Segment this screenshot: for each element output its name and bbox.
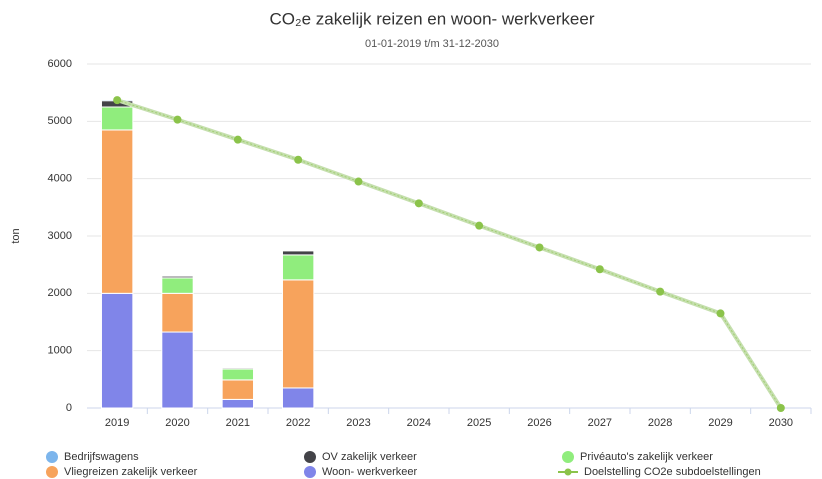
target-point [535,243,544,252]
x-tick-label: 2026 [527,417,551,429]
bar-segment [221,398,255,409]
y-tick-label: 0 [66,402,72,414]
chart-subtitle: 01-01-2019 t/m 31-12-2030 [365,38,499,50]
x-tick-label: 2023 [346,417,370,429]
y-tick-label: 3000 [48,230,72,242]
legend-marker [562,451,574,463]
legend-marker [304,451,316,463]
legend-label: Vliegreizen zakelijk verkeer [64,466,198,478]
target-point [716,309,725,318]
x-tick-label: 2030 [769,417,793,429]
y-tick-label: 1000 [48,345,72,357]
x-tick-label: 2024 [407,417,431,429]
target-point [656,287,665,296]
bar-segment [100,106,134,131]
x-tick-label: 2021 [226,417,250,429]
x-tick-label: 2025 [467,417,491,429]
target-point [294,155,303,164]
bar-segment [221,367,255,370]
bar-segment [161,292,194,333]
legend-label: OV zakelijk verkeer [322,451,417,463]
bar-segment [281,250,315,256]
legend-label: Doelstelling CO2e subdoelstellingen [584,466,761,478]
y-tick-label: 5000 [48,115,72,127]
y-axis-label: ton [10,228,22,243]
bar-segment [281,279,315,389]
x-tick-label: 2022 [286,417,310,429]
bar-segment [100,129,134,294]
y-tick-label: 4000 [48,173,72,185]
bar-segment [221,368,255,381]
target-point [776,404,785,412]
y-tick-label: 2000 [48,287,72,299]
bar-segment [281,254,315,281]
target-point [173,115,182,124]
target-point [595,265,604,274]
legend-marker [46,451,58,463]
target-point [233,135,242,144]
target-point [354,177,363,186]
x-tick-label: 2029 [708,417,732,429]
bar-segment [281,387,315,409]
bar-segment [161,331,194,409]
target-line-core [117,99,782,409]
legend-label: Bedrijfswagens [64,451,139,463]
bar-segment [161,275,194,279]
target-point [475,221,484,230]
legend-marker [46,466,58,478]
target-point [414,199,423,208]
bar-segment [221,379,255,400]
bar-segment [161,277,194,294]
bar-segment [100,292,134,409]
y-tick-label: 6000 [48,58,72,70]
legend-marker [304,466,316,478]
legend-label: Woon- werkverkeer [322,466,417,478]
chart-title: CO₂e zakelijk reizen en woon- werkverkee… [269,9,594,28]
x-tick-label: 2020 [165,417,189,429]
x-tick-label: 2027 [588,417,612,429]
target-point [113,96,122,105]
x-tick-label: 2028 [648,417,672,429]
x-tick-label: 2019 [105,417,129,429]
target-line [116,98,783,410]
legend-marker [564,468,572,476]
legend-label: Privéauto's zakelijk verkeer [580,451,713,463]
